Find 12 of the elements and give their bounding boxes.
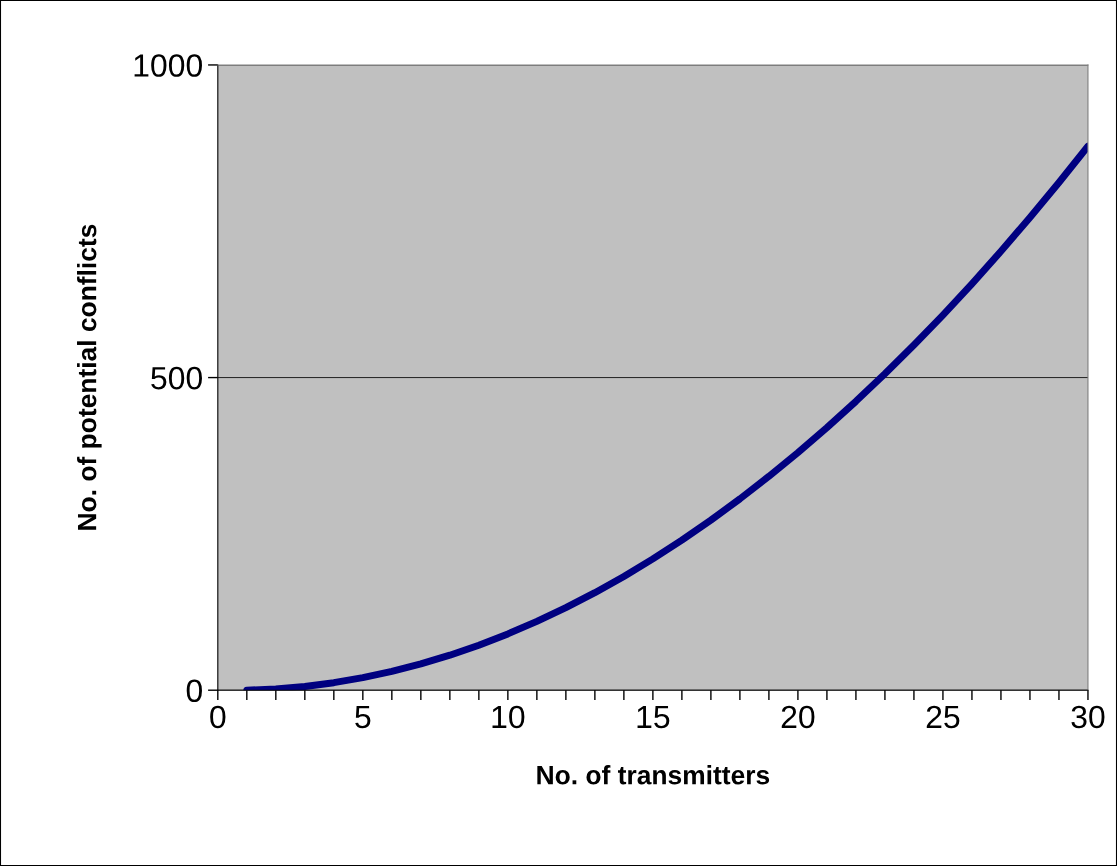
x-tick-label: 15	[637, 705, 670, 729]
y-tick-label: 500	[151, 366, 202, 390]
x-tick-label: 30	[1071, 705, 1105, 729]
x-tick-label: 0	[210, 705, 226, 729]
x-tick-label: 20	[781, 705, 815, 729]
y-axis-title: No. of potential conflicts	[77, 224, 102, 530]
x-axis-title: No. of transmitters	[537, 765, 770, 785]
y-tick-label: 1000	[134, 54, 202, 77]
x-tick-label: 25	[926, 705, 960, 729]
x-tick-label: 5	[355, 705, 371, 729]
y-tick-label: 0	[186, 679, 202, 703]
x-tick-label: 10	[492, 705, 525, 729]
